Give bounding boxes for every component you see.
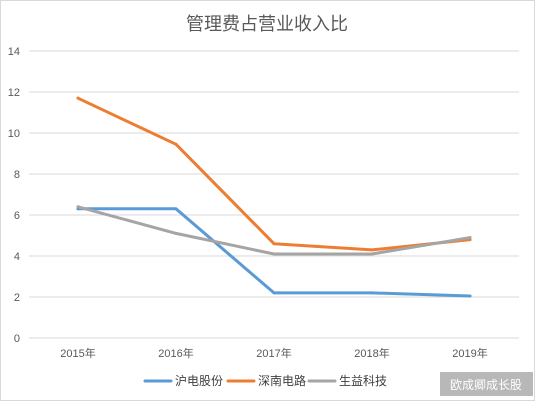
data-point [370, 248, 374, 252]
x-tick-label: 2018年 [354, 346, 389, 360]
series-lines [76, 96, 472, 298]
data-point [370, 291, 374, 295]
legend-label: 沪电股份 [175, 374, 223, 388]
y-tick-label: 8 [14, 169, 20, 181]
data-point [272, 252, 276, 256]
y-tick-label: 2 [14, 292, 20, 304]
watermark-text: 欧成卿成长股 [450, 378, 522, 392]
data-point [174, 231, 178, 235]
legend: 沪电股份 深南电路 生益科技 [143, 373, 387, 388]
y-tick-label: 10 [8, 128, 20, 140]
y-tick-label: 0 [14, 333, 20, 345]
data-point [370, 252, 374, 256]
data-point [468, 236, 472, 240]
legend-label: 生益科技 [339, 374, 387, 388]
y-tick-label: 12 [8, 87, 20, 99]
x-tick-label: 2015年 [60, 346, 95, 360]
y-axis-tick-labels: 0 2 4 6 8 10 12 14 [8, 46, 20, 345]
data-point [174, 142, 178, 146]
legend-label: 深南电路 [258, 373, 306, 388]
data-point [174, 207, 178, 211]
series-line-2 [76, 205, 472, 256]
x-axis-tick-labels: 2015年 2016年 2017年 2018年 2019年 [60, 346, 487, 360]
y-tick-label: 14 [8, 46, 20, 58]
x-tick-label: 2016年 [158, 346, 193, 360]
x-tick-label: 2017年 [256, 346, 291, 360]
data-point [76, 205, 80, 209]
chart-title: 管理费占营业收入比 [186, 14, 348, 35]
y-tick-label: 6 [14, 210, 20, 222]
data-point [468, 294, 472, 298]
y-tick-label: 4 [14, 251, 20, 263]
gridlines [29, 50, 519, 339]
data-point [272, 291, 276, 295]
x-tick-label: 2019年 [452, 346, 487, 360]
data-point [76, 96, 80, 100]
data-point [272, 242, 276, 246]
watermark-bg [440, 372, 533, 396]
